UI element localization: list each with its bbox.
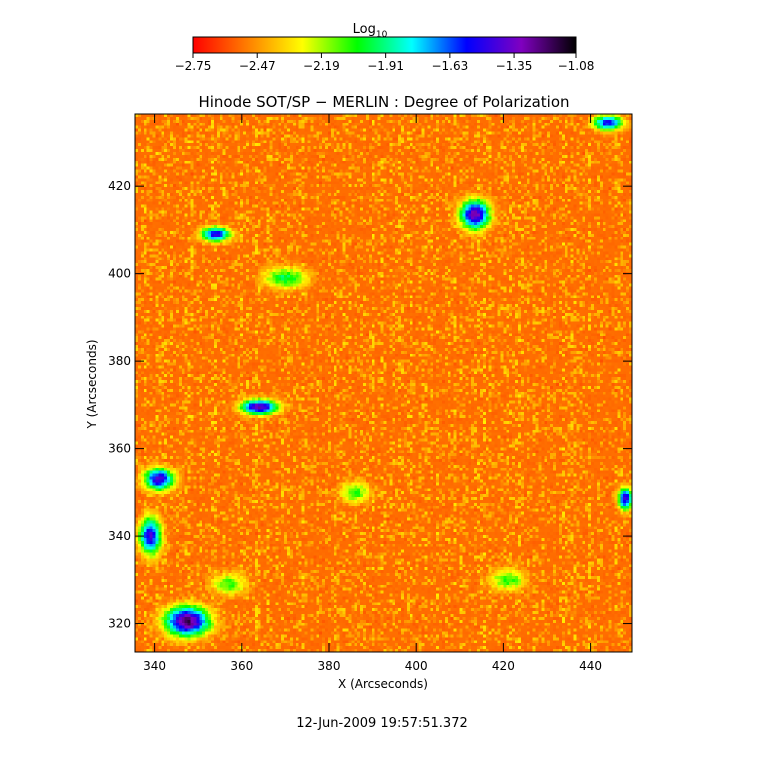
x-tick-label: 420 xyxy=(492,659,515,673)
y-axis-ticks: 320 340 360 380 400 420 xyxy=(108,179,632,631)
plot-frame xyxy=(134,113,633,653)
y-tick-label: 320 xyxy=(108,617,131,631)
x-tick-label: 360 xyxy=(230,659,253,673)
y-tick-label: 380 xyxy=(108,354,131,368)
colorbar-gradient xyxy=(193,37,576,53)
colorbar-ticks: −2.75 −2.47 −2.19 −1.91 −1.63 −1.35 −1.08 xyxy=(175,53,595,73)
colorbar-tick-label: −2.75 xyxy=(175,59,212,73)
colorbar-label: Log10 xyxy=(353,22,388,40)
x-tick-label: 400 xyxy=(405,659,428,673)
colorbar-tick-label: −2.19 xyxy=(303,59,340,73)
y-tick-label: 360 xyxy=(108,442,131,456)
colorbar-tick-label: −1.35 xyxy=(496,59,533,73)
x-axis-ticks: 340 360 380 400 420 440 xyxy=(143,114,602,673)
heatmap-image xyxy=(135,114,632,652)
timestamp: 12-Jun-2009 19:57:51.372 xyxy=(296,716,468,731)
colorbar-tick-label: −1.63 xyxy=(431,59,468,73)
x-tick-label: 380 xyxy=(318,659,341,673)
x-axis-label: X (Arcseconds) xyxy=(338,677,428,691)
colorbar-tick-label: −2.47 xyxy=(239,59,276,73)
colorbar-tick-label: −1.08 xyxy=(558,59,595,73)
plot-area: 340 360 380 400 420 440 320 340 360 380 400 420 xyxy=(108,113,633,673)
colorbar: Log10 −2.75 −2.47 −2.19 −1.91 −1.63 −1.35 −1.0… xyxy=(175,22,595,73)
y-axis-label: Y (Arcseconds) xyxy=(85,339,99,429)
y-tick-label: 400 xyxy=(108,267,131,281)
x-tick-label: 440 xyxy=(579,659,602,673)
chart-title: Hinode SOT/SP − MERLIN : Degree of Polar… xyxy=(198,93,569,111)
colorbar-frame xyxy=(192,36,577,54)
colorbar-label-base: Log xyxy=(353,22,376,37)
y-tick-label: 420 xyxy=(108,179,131,193)
colorbar-label-subscript: 10 xyxy=(376,30,388,40)
y-tick-label: 340 xyxy=(108,529,131,543)
colorbar-tick-label: −1.91 xyxy=(367,59,404,73)
x-tick-label: 340 xyxy=(143,659,166,673)
